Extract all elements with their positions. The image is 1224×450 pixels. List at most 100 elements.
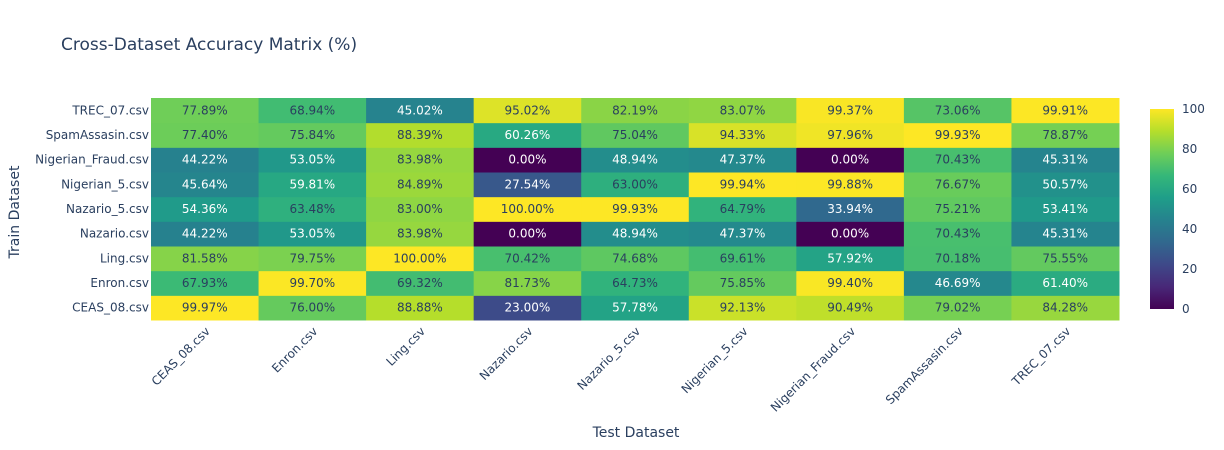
cell-value-label: 100.00% <box>501 202 554 216</box>
heatmap-cell <box>581 270 690 296</box>
cell-value-label: 54.36% <box>182 202 228 216</box>
heatmap-cell <box>151 270 260 296</box>
heatmap-cell <box>1011 122 1120 148</box>
heatmap-cell <box>473 196 582 222</box>
x-tick-label: SpamAssasin.csv <box>883 324 966 407</box>
colorbar-tick-label: 0 <box>1182 302 1190 316</box>
heatmap-cell <box>473 122 582 148</box>
colorbar-tick-label: 60 <box>1182 182 1197 196</box>
cell-value-label: 33.94% <box>827 202 873 216</box>
cell-value-label: 47.37% <box>720 227 766 241</box>
heatmap-cell <box>796 122 905 148</box>
cell-value-label: 44.22% <box>182 227 228 241</box>
colorbar-tick-label: 80 <box>1182 142 1197 156</box>
heatmap-cell <box>581 295 690 321</box>
heatmap-cell <box>903 172 1012 198</box>
cell-value-label: 99.94% <box>720 177 766 191</box>
heatmap-cell <box>473 295 582 321</box>
cell-value-label: 88.39% <box>397 128 443 142</box>
heatmap-cell <box>1011 98 1120 124</box>
cell-value-label: 84.28% <box>1042 301 1088 315</box>
chart-title: Cross-Dataset Accuracy Matrix (%) <box>61 35 357 55</box>
heatmap-cell <box>688 270 797 296</box>
heatmap-cell <box>581 147 690 173</box>
y-tick-label: SpamAssasin.csv <box>46 128 149 142</box>
cell-value-label: 81.58% <box>182 251 228 265</box>
heatmap-cell <box>258 246 367 272</box>
heatmap-cell <box>473 270 582 296</box>
cell-value-label: 79.02% <box>935 301 981 315</box>
cell-value-label: 64.79% <box>720 202 766 216</box>
cell-value-label: 75.84% <box>289 128 335 142</box>
heatmap-cell <box>1011 246 1120 272</box>
heatmap-cell <box>581 246 690 272</box>
cell-value-label: 77.89% <box>182 103 228 117</box>
heatmap-cell <box>688 172 797 198</box>
heatmap-cell <box>796 147 905 173</box>
colorbar-ticks: 0 20 40 60 80 100 <box>1182 102 1205 316</box>
heatmap-cell <box>258 172 367 198</box>
heatmap-cell <box>903 246 1012 272</box>
heatmap-cell <box>151 246 260 272</box>
cell-value-label: 53.05% <box>289 153 335 167</box>
heatmap-cell <box>688 147 797 173</box>
heatmap-cell <box>688 98 797 124</box>
cell-value-label: 53.05% <box>289 227 335 241</box>
heatmap-cell <box>581 196 690 222</box>
heatmap-cell <box>366 98 475 124</box>
heatmap-cell <box>258 196 367 222</box>
heatmap-cell <box>581 172 690 198</box>
cell-value-label: 0.00% <box>508 153 546 167</box>
heatmap-cell <box>1011 196 1120 222</box>
colorbar-tick-label: 40 <box>1182 222 1197 236</box>
y-tick-label: Ling.csv <box>100 251 149 265</box>
y-tick-label: Enron.csv <box>90 276 149 290</box>
cell-value-label: 57.92% <box>827 251 873 265</box>
y-axis-ticks: CEAS_08.csv Enron.csv Ling.csv Nazario.csv N… <box>35 103 149 314</box>
heatmap-cell <box>258 122 367 148</box>
heatmap-cell <box>581 221 690 247</box>
cell-value-label: 64.73% <box>612 276 658 290</box>
y-tick-label: Nigerian_5.csv <box>61 177 149 191</box>
cell-value-label: 74.68% <box>612 251 658 265</box>
heatmap-cell <box>1011 147 1120 173</box>
cell-value-label: 99.70% <box>289 276 335 290</box>
cell-value-label: 99.40% <box>827 276 873 290</box>
cell-value-label: 69.32% <box>397 276 443 290</box>
cell-value-label: 45.64% <box>182 177 228 191</box>
cell-value-label: 84.89% <box>397 177 443 191</box>
heatmap-cell <box>473 246 582 272</box>
cell-value-label: 48.94% <box>612 227 658 241</box>
heatmap-cell <box>473 221 582 247</box>
heatmap-cell <box>366 295 475 321</box>
heatmap-cell <box>581 122 690 148</box>
cell-value-label: 99.97% <box>182 301 228 315</box>
cell-value-label: 90.49% <box>827 301 873 315</box>
colorbar <box>1150 109 1174 309</box>
cell-value-label: 59.81% <box>289 177 335 191</box>
y-tick-label: CEAS_08.csv <box>72 301 149 315</box>
cell-value-label: 99.91% <box>1042 103 1088 117</box>
cell-value-label: 60.26% <box>505 128 551 142</box>
heatmap-cells <box>151 98 1120 321</box>
x-axis-label: Test Dataset <box>592 425 680 441</box>
cell-value-label: 70.43% <box>935 153 981 167</box>
x-tick-label: Nigerian_5.csv <box>679 324 751 396</box>
cell-value-label: 44.22% <box>182 153 228 167</box>
heatmap-cell <box>151 98 260 124</box>
cell-value-label: 88.88% <box>397 301 443 315</box>
cell-value-label: 82.19% <box>612 103 658 117</box>
cell-value-label: 23.00% <box>505 301 551 315</box>
y-tick-label: Nazario.csv <box>80 227 149 241</box>
cell-value-label: 99.88% <box>827 177 873 191</box>
heatmap-cell <box>151 122 260 148</box>
heatmap-cell <box>796 246 905 272</box>
cell-value-label: 0.00% <box>508 227 546 241</box>
heatmap-cell <box>1011 221 1120 247</box>
heatmap-cell <box>258 221 367 247</box>
heatmap-cell <box>796 172 905 198</box>
heatmap-cell <box>151 147 260 173</box>
heatmap-cell <box>366 221 475 247</box>
cell-value-label: 97.96% <box>827 128 873 142</box>
